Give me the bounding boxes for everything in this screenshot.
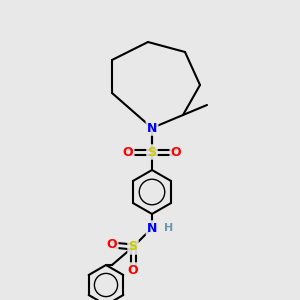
Text: O: O: [171, 146, 181, 158]
Text: H: H: [164, 223, 173, 233]
Text: N: N: [147, 221, 157, 235]
Text: S: S: [128, 241, 137, 254]
Text: O: O: [123, 146, 133, 158]
Text: O: O: [107, 238, 117, 251]
Text: O: O: [128, 263, 138, 277]
Text: N: N: [147, 122, 157, 134]
Text: S: S: [148, 146, 157, 158]
